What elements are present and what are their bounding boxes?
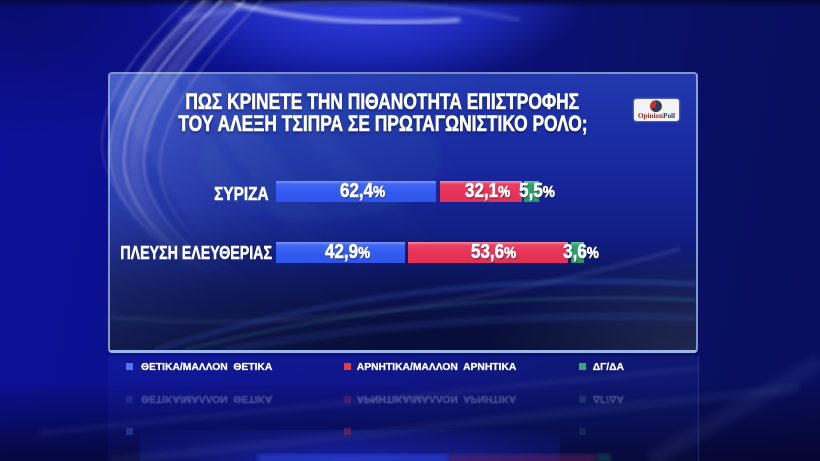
svg-text:OpinionPoll: OpinionPoll xyxy=(638,111,675,120)
